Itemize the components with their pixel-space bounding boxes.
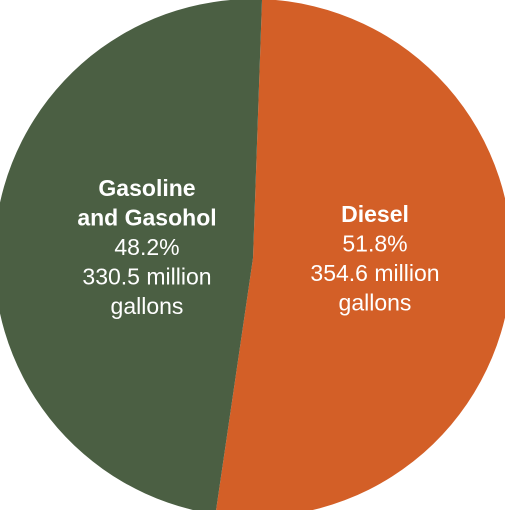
slice-amount-0-2: 354.6 million	[310, 260, 439, 286]
slice-amount-0-3: gallons	[339, 290, 412, 316]
slice-amount-1-3: 330.5 million	[82, 264, 211, 290]
slice-amount-1-4: gallons	[111, 293, 184, 319]
pie-slice-1	[0, 0, 263, 510]
slice-percent-0-1: 51.8%	[342, 231, 407, 257]
pie-labels: Diesel 51.8% 354.6 million gallons Gasoline a…	[77, 175, 439, 319]
slice-name-1-0: Gasoline	[98, 175, 195, 201]
slice-percent-1-2: 48.2%	[114, 234, 179, 260]
slice-name-1-1: and Gasohol	[77, 205, 216, 231]
pie-slice-0	[216, 0, 505, 510]
slice-name-0-0: Diesel	[341, 201, 409, 227]
